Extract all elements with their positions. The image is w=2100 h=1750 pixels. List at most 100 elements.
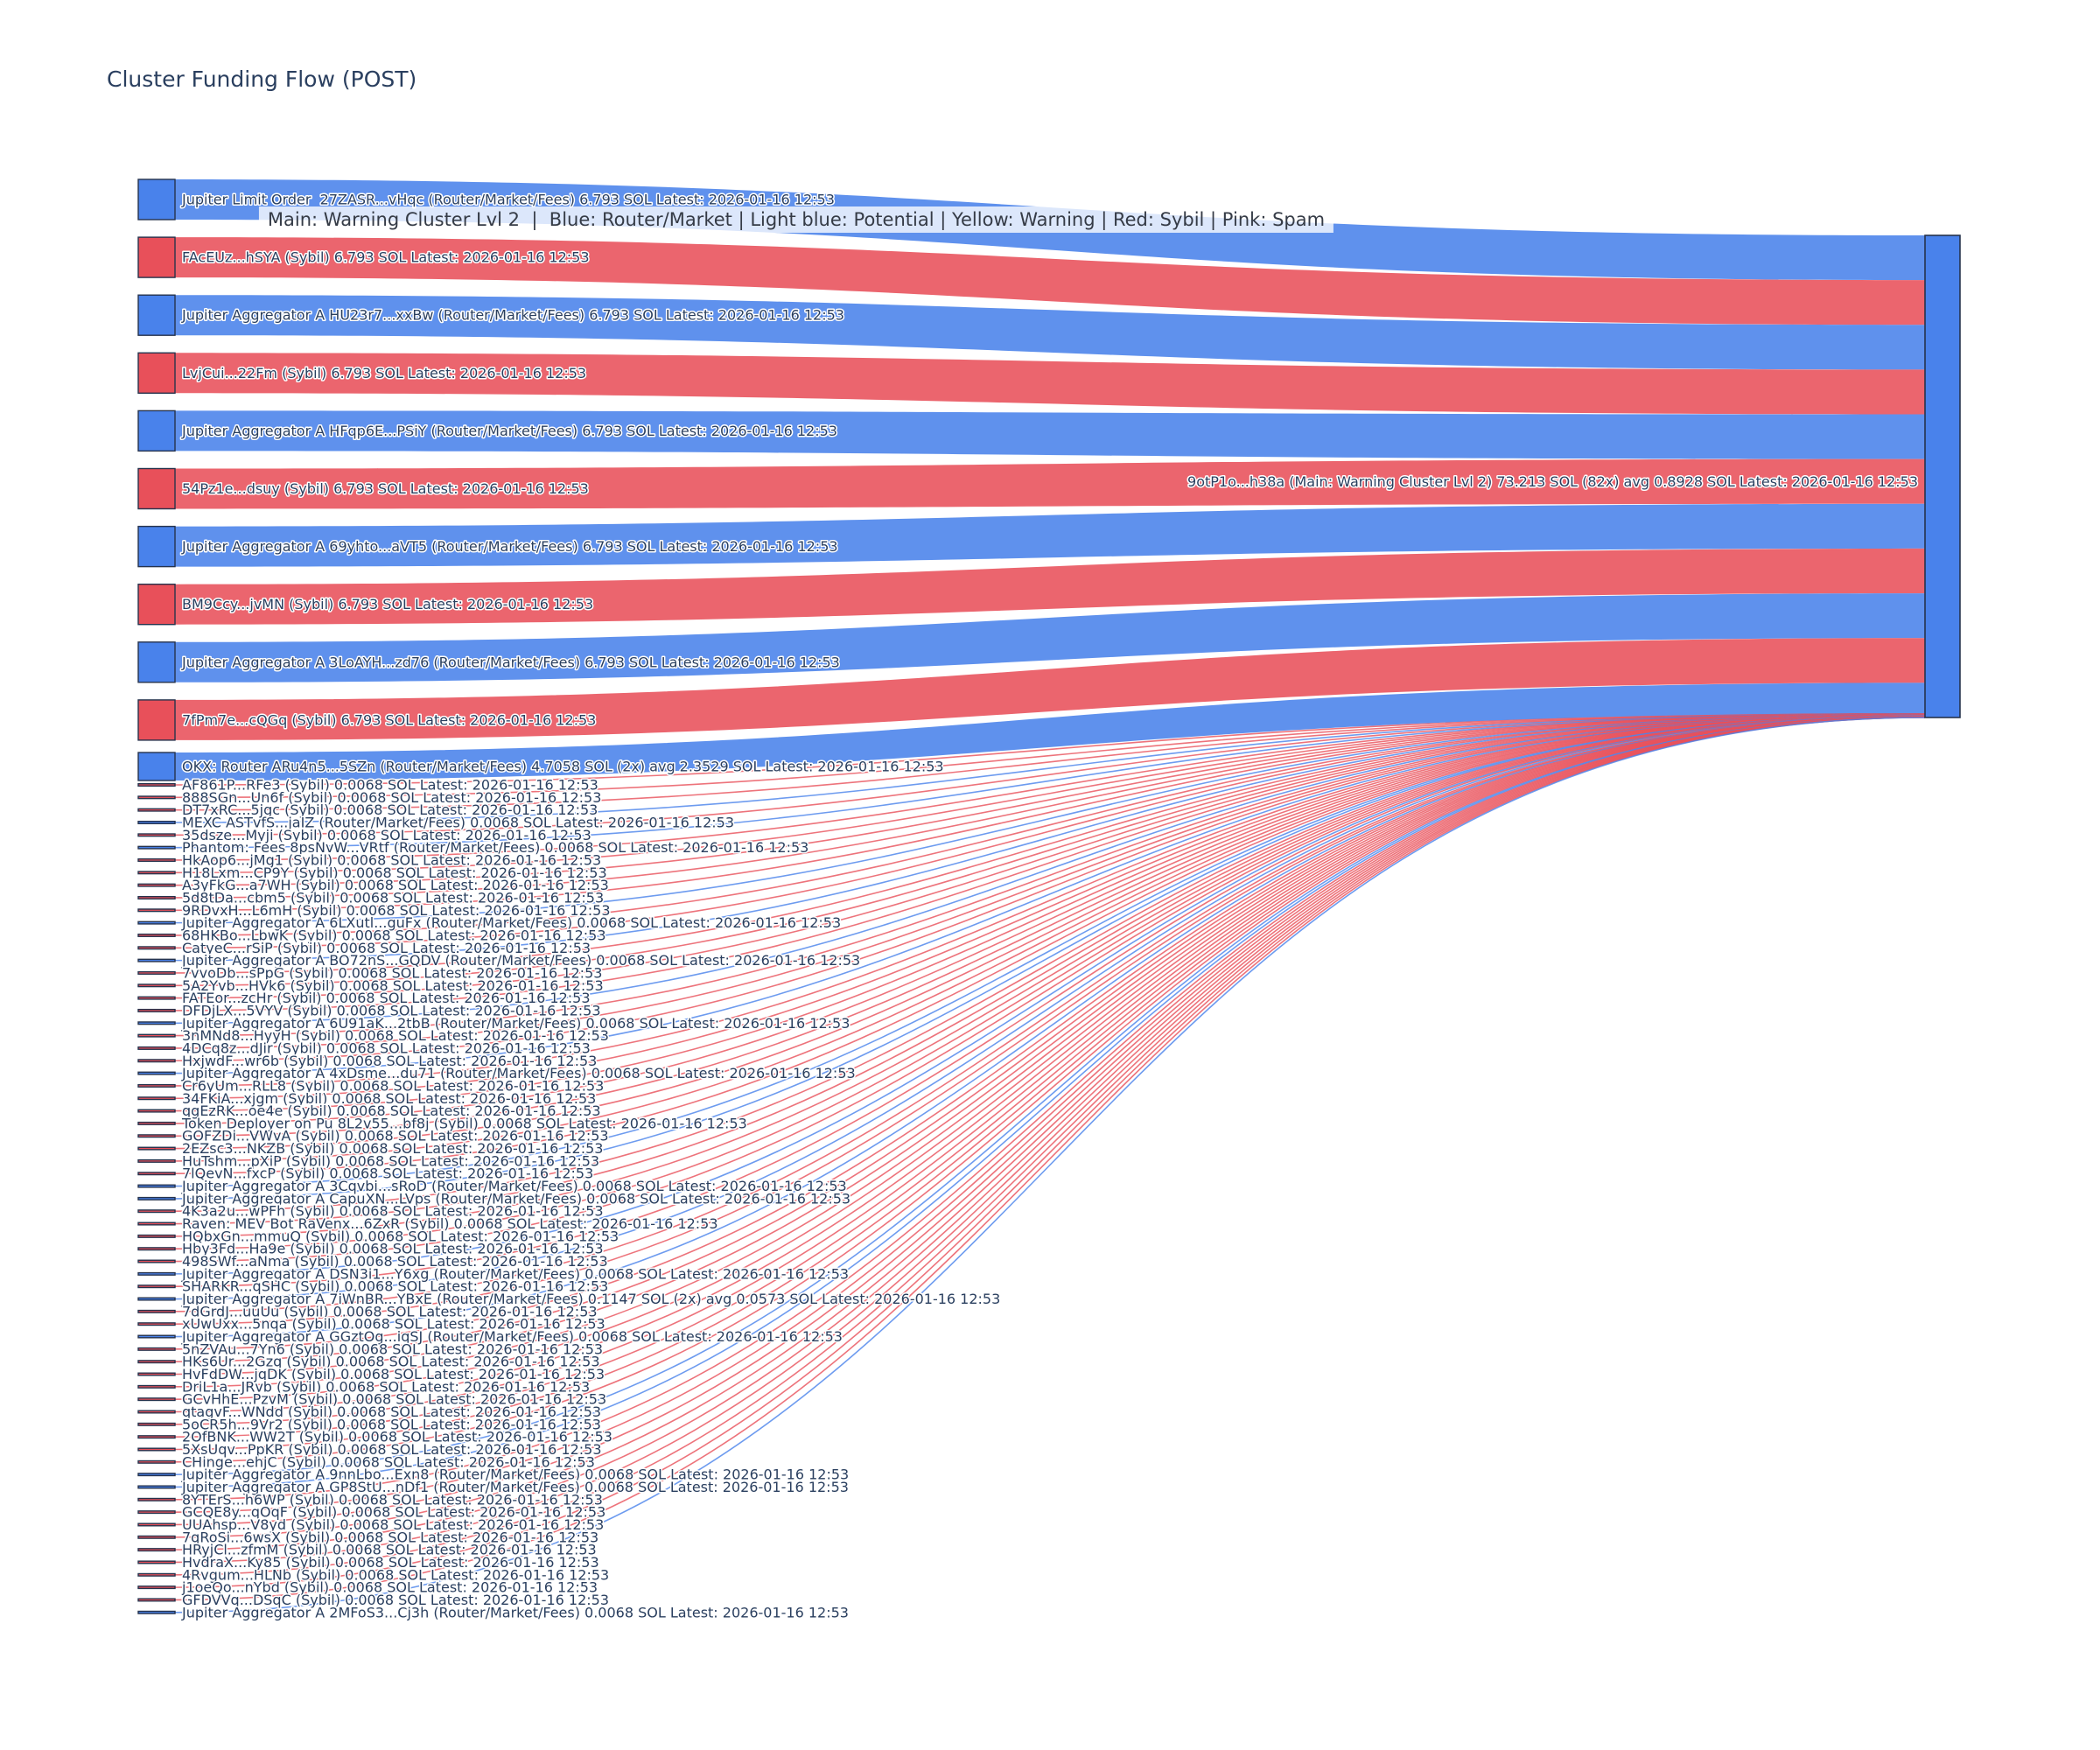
sankey-node-target[interactable] [1924,234,1961,718]
sankey-node-source[interactable] [137,1473,176,1477]
sankey-link[interactable] [174,713,1926,999]
sankey-node-source[interactable] [137,1071,176,1075]
sankey-node-source[interactable] [137,1222,176,1226]
sankey-node-source[interactable] [137,1158,176,1163]
sankey-link[interactable] [174,714,1926,1087]
sankey-node-source[interactable] [137,1059,176,1063]
sankey-link[interactable] [174,716,1926,1362]
sankey-node-source[interactable] [137,1271,176,1276]
sankey-link[interactable] [174,714,1926,1250]
sankey-link[interactable] [174,712,1926,786]
sankey-node-source[interactable] [137,1586,176,1590]
sankey-node-source[interactable] [137,783,176,788]
sankey-node-source[interactable] [137,752,176,781]
sankey-link[interactable] [174,713,1926,899]
sankey-link[interactable] [174,713,1926,962]
sankey-link[interactable] [174,714,1926,1225]
sankey-link[interactable] [174,716,1926,1376]
sankey-node-source[interactable] [137,584,176,626]
sankey-node-source[interactable] [137,1435,176,1439]
sankey-node-source[interactable] [137,641,176,683]
sankey-link[interactable] [174,715,1926,1287]
sankey-link[interactable] [175,503,1925,567]
sankey-link[interactable] [174,713,1926,974]
sankey-node-source[interactable] [137,1322,176,1326]
sankey-link[interactable] [175,593,1925,682]
sankey-link[interactable] [174,713,1926,949]
sankey-node-source[interactable] [137,1096,176,1101]
sankey-link[interactable] [174,716,1926,1338]
sankey-link[interactable] [174,714,1926,1112]
sankey-link[interactable] [174,714,1926,1213]
sankey-node-source[interactable] [137,1146,176,1151]
sankey-link[interactable] [174,714,1926,1162]
sankey-link[interactable] [174,715,1926,1325]
sankey-node-source[interactable] [137,525,176,568]
sankey-node-source[interactable] [137,1422,176,1426]
sankey-node-source[interactable] [137,1610,176,1614]
sankey-node-source[interactable] [137,1196,176,1200]
sankey-node-source[interactable] [137,1008,176,1012]
sankey-link[interactable] [174,714,1926,1275]
sankey-node-source[interactable] [137,833,176,837]
sankey-node-source[interactable] [137,808,176,812]
sankey-link[interactable] [174,716,1926,1425]
sankey-link[interactable] [174,714,1926,1175]
sankey-link[interactable] [175,295,1925,370]
sankey-node-source[interactable] [137,1522,176,1527]
sankey-node-source[interactable] [137,1234,176,1238]
sankey-link[interactable] [174,713,1926,861]
sankey-link[interactable] [174,713,1926,849]
sankey-node-source[interactable] [137,1209,176,1214]
sankey-link[interactable] [174,715,1926,1312]
sankey-node-source[interactable] [137,1046,176,1050]
sankey-node-source[interactable] [137,858,176,862]
sankey-link[interactable] [174,713,1926,836]
sankey-link[interactable] [174,714,1926,1150]
sankey-node-source[interactable] [137,895,176,900]
sankey-node-source[interactable] [137,1284,176,1289]
sankey-node-source[interactable] [137,1021,176,1026]
sankey-node-source[interactable] [137,1184,176,1188]
sankey-link[interactable] [175,548,1925,625]
sankey-node-source[interactable] [137,1572,176,1577]
sankey-link[interactable] [174,715,1926,1300]
sankey-link[interactable] [174,714,1926,1037]
sankey-node-source[interactable] [137,1397,176,1402]
sankey-link[interactable] [174,713,1926,799]
sankey-node-source[interactable] [137,1109,176,1113]
sankey-node-source[interactable] [137,178,176,220]
sankey-link[interactable] [175,237,1925,326]
sankey-node-source[interactable] [137,1598,176,1602]
sankey-node-source[interactable] [137,1447,176,1452]
sankey-link[interactable] [175,410,1925,459]
sankey-link[interactable] [174,713,1926,924]
sankey-node-source[interactable] [137,1548,176,1552]
sankey-node-source[interactable] [137,1384,176,1389]
sankey-node-source[interactable] [137,908,176,913]
sankey-node-source[interactable] [137,845,176,850]
sankey-link[interactable] [174,714,1926,1187]
sankey-link[interactable] [174,716,1926,1350]
sankey-node-source[interactable] [137,820,176,824]
sankey-node-source[interactable] [137,1334,176,1339]
sankey-node-source[interactable] [137,1497,176,1502]
sankey-link[interactable] [175,682,1925,780]
sankey-link[interactable] [174,714,1926,1200]
sankey-link[interactable] [174,716,1926,1413]
sankey-node-source[interactable] [137,871,176,875]
sankey-node-source[interactable] [137,1372,176,1376]
sankey-node-source[interactable] [137,920,176,925]
sankey-node-source[interactable] [137,1259,176,1264]
sankey-node-source[interactable] [137,1360,176,1364]
sankey-node-source[interactable] [137,795,176,800]
sankey-node-source[interactable] [137,1247,176,1251]
sankey-node-source[interactable] [137,1121,176,1125]
sankey-link[interactable] [174,713,1926,886]
sankey-link[interactable] [174,714,1926,1124]
sankey-node-source[interactable] [137,294,176,336]
sankey-node-source[interactable] [137,1535,176,1539]
sankey-node-source[interactable] [137,1485,176,1489]
sankey-node-source[interactable] [137,1347,176,1351]
sankey-node-source[interactable] [137,410,176,452]
